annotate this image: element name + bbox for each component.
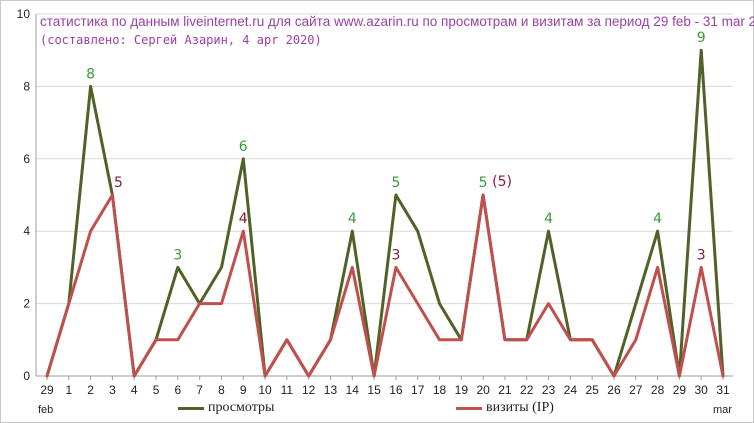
data-label: (5) — [492, 174, 512, 190]
x-tick-label: 4 — [131, 383, 138, 397]
x-tick-label: 23 — [542, 383, 556, 397]
legend-swatch-visits — [456, 406, 482, 410]
x-axis-start-month: feb — [38, 404, 54, 416]
x-tick-label: 28 — [651, 383, 665, 397]
x-tick-label: 7 — [196, 383, 203, 397]
x-tick-label: 24 — [564, 383, 578, 397]
data-label: 3 — [697, 247, 706, 263]
x-tick-label: 14 — [346, 383, 360, 397]
x-tick-label: 11 — [281, 383, 294, 397]
data-label: 5 — [479, 175, 488, 191]
x-tick-label: 3 — [109, 383, 116, 397]
data-label: 8 — [86, 66, 95, 82]
x-tick-label: 12 — [302, 383, 316, 397]
data-label: 4 — [348, 211, 357, 227]
x-tick-label: 18 — [433, 383, 447, 397]
y-tick-label: 2 — [23, 297, 30, 311]
data-label: 9 — [697, 30, 706, 46]
x-axis-end-month: mar — [713, 404, 732, 416]
x-tick-label: 5 — [153, 383, 160, 397]
chart-title: статистика по данным liveinternet.ru для… — [40, 14, 754, 29]
chart-subtitle: (составлено: Сергей Азарин, 4 apr 2020) — [40, 33, 322, 47]
series-layer — [45, 48, 725, 378]
y-tick-label: 8 — [23, 79, 30, 93]
x-tick-label: 16 — [389, 383, 403, 397]
y-tick-label: 0 — [23, 369, 30, 383]
x-tick-label: 10 — [258, 383, 272, 397]
x-tick-label: 21 — [498, 383, 512, 397]
x-tick-label: 27 — [629, 383, 643, 397]
x-tick-label: 29 — [40, 383, 54, 397]
data-label: 4 — [544, 211, 553, 227]
legend-item-visits: визиты (IP) — [456, 400, 554, 416]
x-tick-label: 31 — [716, 383, 730, 397]
series-line-1 — [45, 193, 725, 378]
y-tick-label: 10 — [17, 7, 31, 21]
x-tick-label: 22 — [520, 383, 534, 397]
x-tick-label: 17 — [411, 383, 425, 397]
legend-swatch-views — [178, 406, 204, 410]
data-label: 5 — [114, 175, 123, 191]
y-tick-label: 6 — [23, 152, 30, 166]
x-tick-label: 19 — [455, 383, 469, 397]
x-tick-label: 2 — [87, 383, 94, 397]
x-tick-label: 30 — [695, 383, 709, 397]
x-tick-label: 6 — [174, 383, 181, 397]
x-tick-label: 25 — [585, 383, 599, 397]
data-label: 4 — [239, 211, 248, 227]
x-tick-label: 15 — [367, 383, 381, 397]
x-tick-label: 13 — [324, 383, 338, 397]
legend-label-visits: визиты (IP) — [486, 400, 554, 415]
y-tick-label: 4 — [23, 224, 30, 238]
x-tick-label: 9 — [240, 383, 247, 397]
x-tick-label: 1 — [65, 383, 72, 397]
data-label: 4 — [653, 211, 662, 227]
data-label: 3 — [173, 247, 182, 263]
data-label: 3 — [391, 247, 400, 263]
x-tick-label: 20 — [476, 383, 490, 397]
data-label: 6 — [239, 139, 248, 155]
x-tick-label: 29 — [673, 383, 687, 397]
data-label: 5 — [391, 175, 400, 191]
legend-label-views: просмотры — [208, 400, 275, 415]
x-tick-label: 26 — [607, 383, 621, 397]
x-tick-label: 8 — [218, 383, 225, 397]
legend-item-views: просмотры — [178, 400, 274, 416]
